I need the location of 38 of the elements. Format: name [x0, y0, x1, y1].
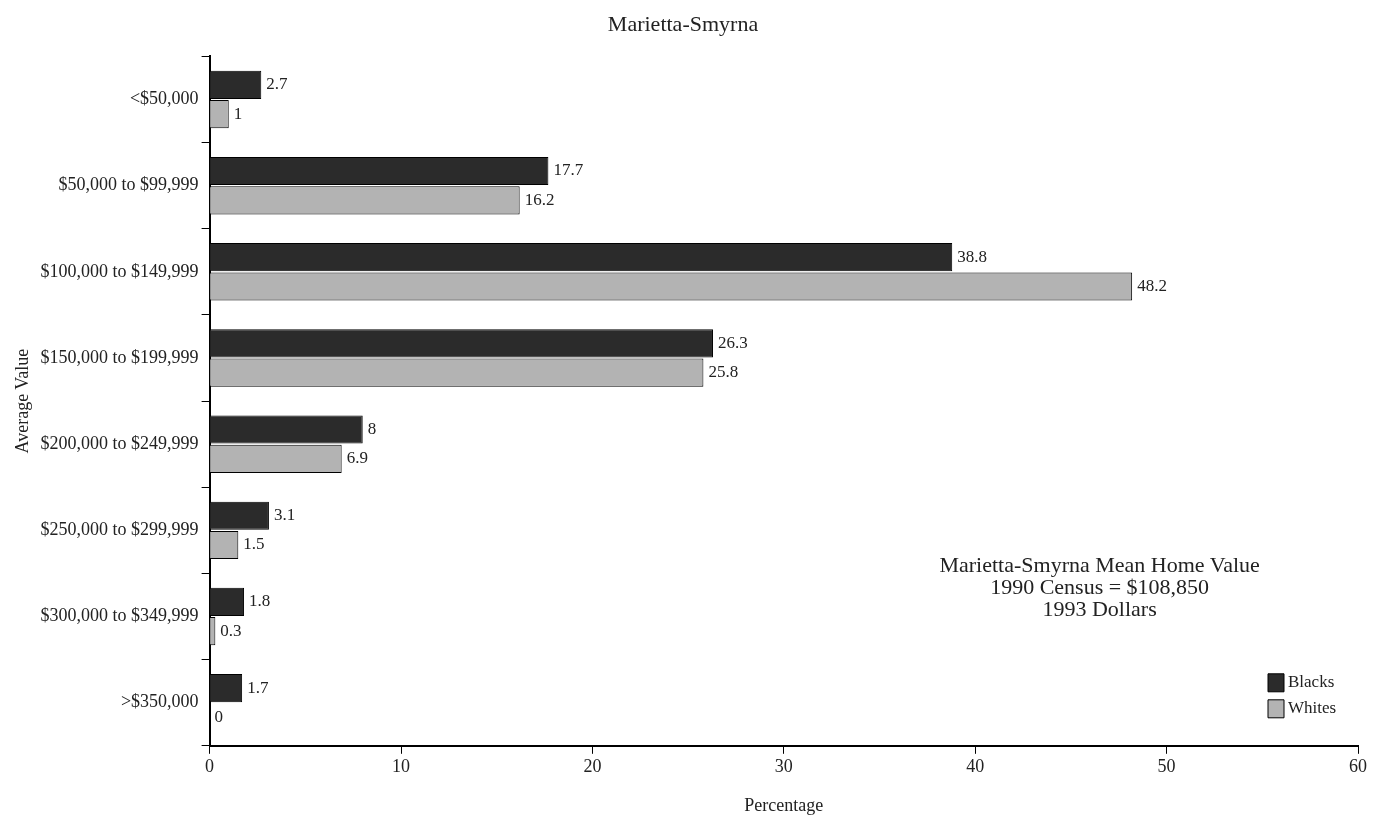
data-label: 38.8 [957, 246, 987, 266]
x-axis-title: Percentage [744, 794, 824, 815]
data-label: 1.5 [243, 534, 265, 554]
x-tick-label: 50 [1157, 756, 1176, 777]
y-tick-label: $200,000 to $249,999 [40, 432, 199, 453]
y-axis-title: Average Value [11, 348, 32, 454]
y-tick-label: >$350,000 [120, 691, 199, 712]
chart-title: Marietta-Smyrna [607, 10, 759, 36]
data-label: 1 [233, 103, 243, 123]
annotation: Marietta-Smyrna Mean Home Value [939, 552, 1260, 578]
data-label: 3.1 [273, 505, 296, 525]
y-tick-label: $50,000 to $99,999 [58, 174, 199, 195]
data-label: 16.2 [524, 189, 555, 209]
legend-label: Whites [1288, 698, 1337, 718]
x-tick-label: 40 [966, 756, 985, 777]
data-label: 2.7 [266, 74, 289, 94]
data-label: 26.3 [717, 332, 748, 352]
y-tick-label: $300,000 to $349,999 [40, 605, 199, 626]
legend-label: Blacks [1288, 672, 1335, 692]
data-label: 8 [367, 419, 377, 439]
x-tick-label: 10 [392, 756, 410, 777]
annotation: 1993 Dollars [1042, 596, 1157, 622]
data-label: 1.7 [247, 677, 269, 697]
y-tick-label: $100,000 to $149,999 [40, 260, 199, 281]
x-tick-label: 30 [774, 756, 793, 777]
data-label: 6.9 [346, 448, 368, 468]
data-label: 1.8 [249, 591, 271, 611]
x-tick-label: 60 [1349, 756, 1367, 777]
x-tick-label: 20 [583, 756, 602, 777]
data-label: 48.2 [1137, 275, 1167, 295]
y-tick-label: $250,000 to $299,999 [40, 519, 199, 540]
x-tick-label: 0 [205, 756, 215, 777]
data-label: 25.8 [708, 362, 739, 382]
data-label: 17.7 [553, 160, 584, 180]
y-tick-label: <$50,000 [129, 88, 199, 109]
data-label: 0 [214, 706, 224, 726]
y-tick-label: $150,000 to $199,999 [40, 346, 199, 367]
data-label: 0.3 [220, 620, 242, 640]
